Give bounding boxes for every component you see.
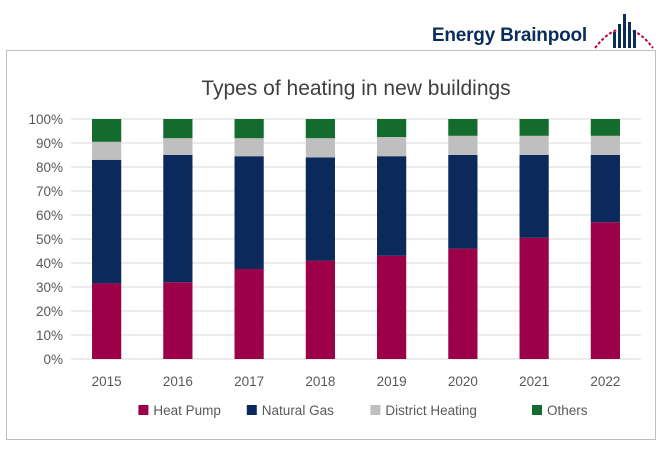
chart-title: Types of heating in new buildings [201, 77, 510, 100]
x-tick-label: 2022 [590, 374, 620, 389]
x-tick-label: 2018 [305, 374, 335, 389]
x-tick-label: 2021 [519, 374, 549, 389]
legend-swatch [246, 405, 257, 415]
bar-segment [92, 159, 122, 284]
legend-label: Heat Pump [153, 403, 221, 418]
stacked-bar-chart: Types of heating in new buildings 0% 10% 2… [28, 77, 641, 418]
bar-segment [377, 156, 407, 256]
y-tick-label: 20% [36, 304, 63, 319]
bar-segment [92, 119, 122, 142]
legend-label: District Heating [385, 403, 477, 418]
legend-swatch [138, 405, 149, 415]
legend-label: Others [547, 403, 588, 418]
brand-logo: Energy Brainpool [432, 12, 655, 50]
bar-segment [305, 138, 335, 158]
bar-segment [448, 155, 478, 249]
y-tick-label: 90% [36, 136, 63, 151]
y-tick-label: 0% [43, 352, 63, 367]
brand-name: Energy Brainpool [431, 25, 587, 46]
bar-segment [519, 135, 549, 155]
bar-segment [590, 155, 620, 223]
bar-segment [163, 282, 193, 359]
bar-segment [590, 222, 620, 359]
legend-swatch [532, 405, 542, 415]
legend-swatch [370, 405, 381, 415]
y-tick-label: 50% [36, 232, 63, 247]
bar-segment [305, 157, 335, 261]
bar-segment [92, 283, 122, 359]
bar-segment [163, 138, 193, 155]
bar-segment [519, 237, 549, 359]
bar-segment [590, 119, 620, 136]
y-tick-label: 100% [28, 112, 63, 127]
y-tick-label: 40% [36, 256, 63, 271]
x-tick-label: 2015 [92, 374, 122, 389]
bar-segment [448, 248, 478, 359]
y-tick-label: 10% [36, 328, 63, 343]
bar-segment [92, 141, 122, 160]
bar-segment [305, 260, 335, 359]
chart-frame: Types of heating in new buildings 0% 10% 2… [6, 50, 656, 440]
brainpool-arc-logo-icon [594, 14, 654, 49]
legend-label: Natural Gas [262, 403, 334, 418]
y-tick-label: 70% [36, 184, 63, 199]
x-tick-label: 2019 [377, 374, 407, 389]
y-tick-label: 60% [36, 208, 63, 223]
bar-segment [163, 155, 193, 283]
bar-segment [377, 119, 407, 137]
bar-segment [163, 119, 193, 139]
bar-segment [234, 119, 264, 139]
y-tick-label: 80% [36, 160, 63, 175]
x-tick-label: 2016 [163, 374, 193, 389]
bar-segment [377, 255, 407, 359]
bar-segment [234, 269, 264, 359]
bar-segment [590, 135, 620, 155]
bar-segment [377, 137, 407, 157]
bar-segment [234, 138, 264, 157]
bar-segment [448, 119, 478, 136]
bar-segment [519, 119, 549, 136]
x-tick-label: 2020 [448, 374, 478, 389]
bar-segment [234, 156, 264, 269]
bar-segment [519, 155, 549, 238]
bar-segment [448, 135, 478, 155]
bar-segment [305, 119, 335, 139]
x-tick-label: 2017 [234, 374, 264, 389]
y-tick-label: 30% [36, 280, 63, 295]
